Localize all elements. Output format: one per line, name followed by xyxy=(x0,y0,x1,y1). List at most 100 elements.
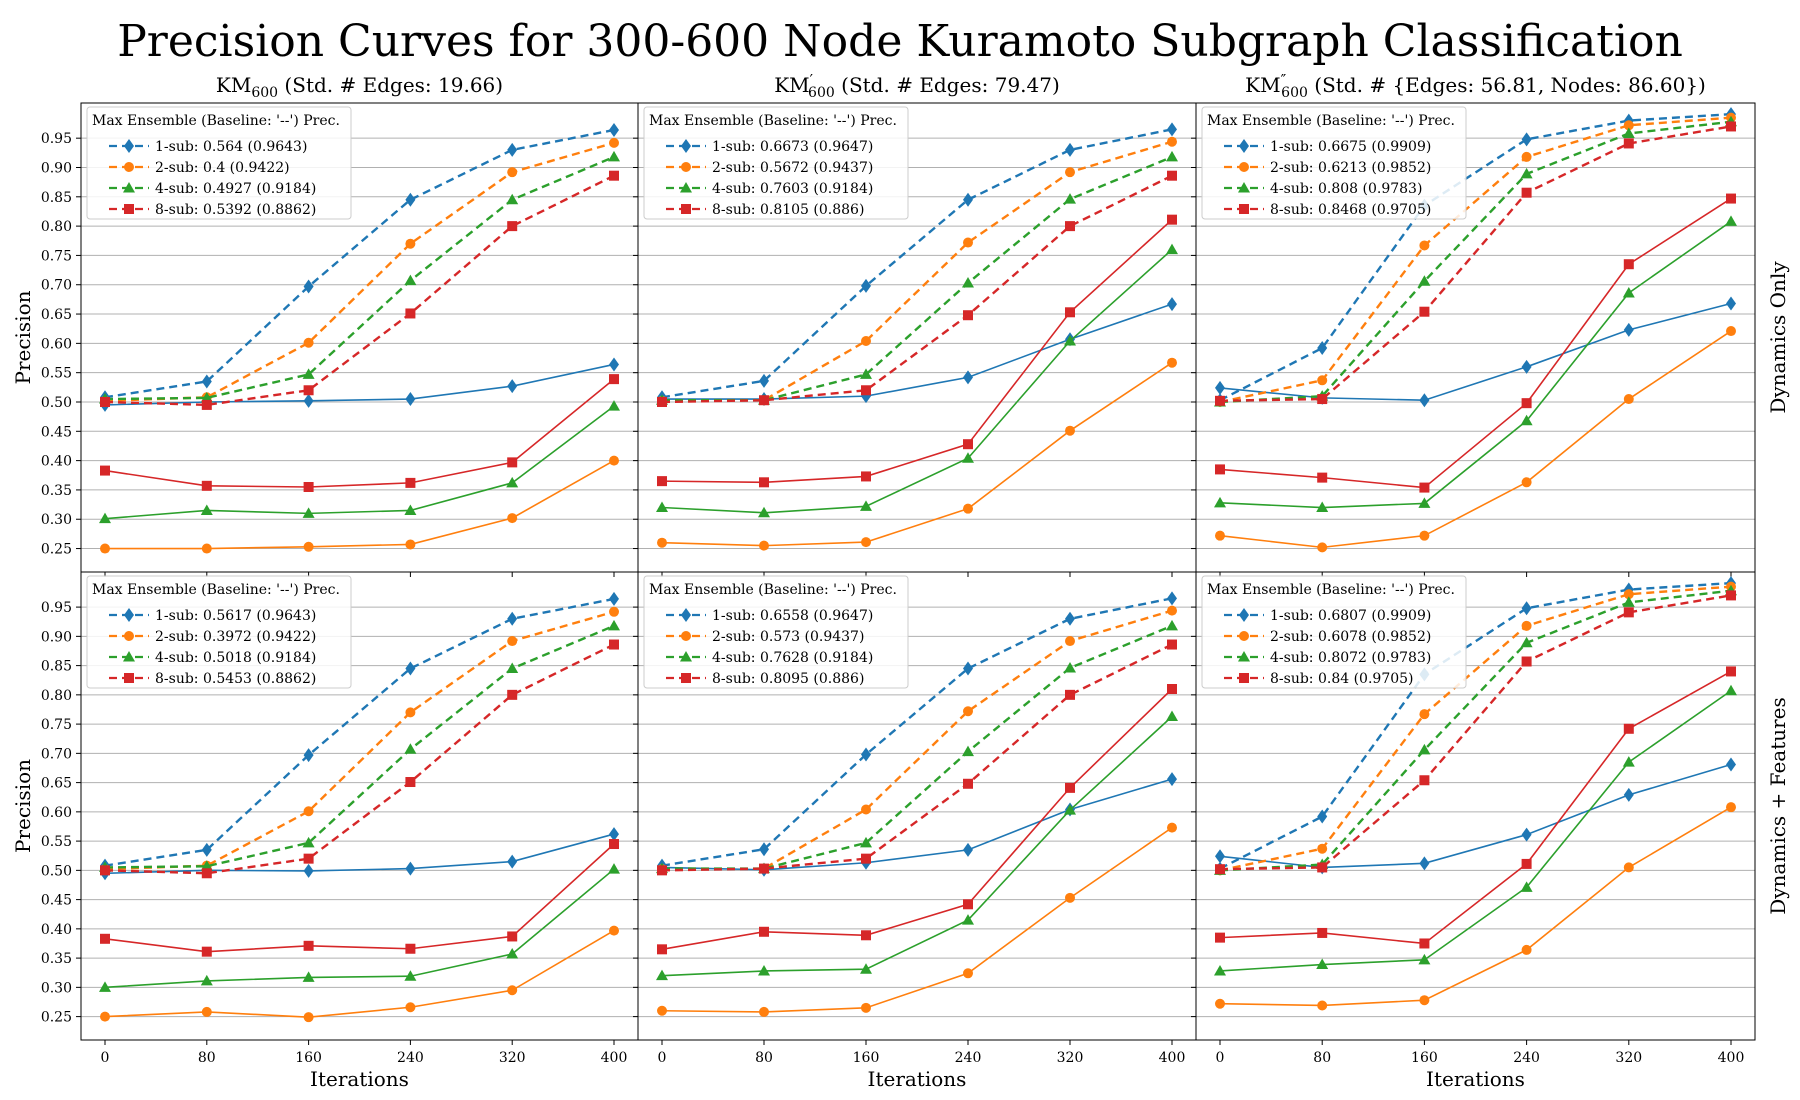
baseline-point-8-sub xyxy=(1065,689,1075,700)
baseline-line-4-sub xyxy=(104,624,615,869)
series-line-8-sub xyxy=(1219,197,1732,489)
panel-frame xyxy=(1195,571,1756,1041)
legend-marker-1-sub xyxy=(1239,608,1249,622)
y-tick-label: 0.55 xyxy=(41,834,72,850)
series-point-8-sub xyxy=(861,471,871,482)
x-tick-label: 400 xyxy=(601,1050,628,1066)
panel-r1-c1: 0 80 160 240 320 400 Max Ensemble (Baseline: '… xyxy=(633,571,1197,1066)
y-tick-label: 0.90 xyxy=(41,160,72,176)
x-tick-label: 160 xyxy=(853,1050,880,1066)
series-point-1-sub xyxy=(507,854,518,869)
x-tick-label: 80 xyxy=(1313,1050,1331,1066)
series-point-8-sub xyxy=(759,477,769,488)
series-line-2-sub xyxy=(105,459,615,550)
baseline-point-8-sub xyxy=(303,853,314,864)
y-tick-label: 0.60 xyxy=(41,805,72,821)
series-point-8-sub xyxy=(1419,482,1430,493)
series-point-2-sub xyxy=(201,543,212,554)
series-point-1-sub xyxy=(1215,849,1225,864)
series-point-2-sub xyxy=(1215,530,1225,541)
series-point-2-sub xyxy=(1065,892,1075,903)
series-point-1-sub xyxy=(303,863,314,878)
x-tick-label: 160 xyxy=(295,1050,322,1066)
y-tick-label: 0.25 xyxy=(41,542,72,558)
series-point-4-sub xyxy=(302,971,315,982)
series-point-2-sub xyxy=(201,1006,212,1017)
legend-title: Max Ensemble (Baseline: '--') Prec. xyxy=(649,113,897,129)
series-point-2-sub xyxy=(657,1005,667,1016)
legend-entry-8-sub: 8-sub: 0.8095 (0.886) xyxy=(712,671,864,687)
series-point-2-sub xyxy=(963,968,973,979)
baseline-point-8-sub xyxy=(657,396,667,407)
y-tick-label: 0.80 xyxy=(41,219,72,235)
title-subscript: 600 xyxy=(808,85,835,101)
series-point-8-sub xyxy=(303,481,314,492)
series-line-2-sub xyxy=(1219,806,1732,1007)
series-point-2-sub xyxy=(1623,394,1634,405)
series-point-1-sub xyxy=(609,827,619,842)
baseline-point-1-sub xyxy=(759,842,769,857)
series-point-1-sub xyxy=(963,370,973,385)
legend-box xyxy=(643,575,909,689)
series-line-8-sub xyxy=(104,843,615,953)
baseline-point-2-sub xyxy=(303,337,314,348)
row-label-1: Dynamics + Features xyxy=(1766,697,1790,915)
series-line-4-sub xyxy=(661,715,1173,977)
legend-entry-2-sub: 2-sub: 0.6078 (0.9852) xyxy=(1270,629,1431,645)
panel-title-col0: KM600 (Std. # Edges: 19.66) xyxy=(216,73,503,101)
series-point-8-sub xyxy=(861,930,871,941)
series-point-4-sub xyxy=(1316,501,1329,513)
legend-entry-2-sub: 2-sub: 0.4 (0.9422) xyxy=(155,160,290,176)
series-point-8-sub xyxy=(1521,398,1532,409)
y-axis-title-row0: Precision xyxy=(11,290,35,384)
baseline-line-8-sub xyxy=(1219,125,1732,403)
series-point-8-sub xyxy=(1623,723,1634,734)
baseline-point-1-sub xyxy=(201,374,212,389)
legend-entry-2-sub: 2-sub: 0.6213 (0.9852) xyxy=(1270,160,1431,176)
baseline-point-8-sub xyxy=(1317,862,1328,873)
title-rest: (Std. # Edges: 19.66) xyxy=(278,73,503,97)
series-point-1-sub xyxy=(609,357,619,372)
x-tick-label: 80 xyxy=(198,1050,216,1066)
legend-box xyxy=(643,106,909,220)
y-tick-label: 0.90 xyxy=(41,629,72,645)
series-point-4-sub xyxy=(608,863,620,874)
baseline-point-4-sub xyxy=(962,276,974,288)
legend-title: Max Ensemble (Baseline: '--') Prec. xyxy=(92,582,340,598)
y-tick-label: 0.70 xyxy=(41,746,72,762)
baseline-point-1-sub xyxy=(609,591,619,606)
series-point-8-sub xyxy=(1065,782,1075,793)
legend-entry-4-sub: 4-sub: 0.7603 (0.9184) xyxy=(712,181,873,197)
title-base: KM xyxy=(774,73,809,97)
baseline-point-2-sub xyxy=(507,636,518,647)
legend-entry-8-sub: 8-sub: 0.8105 (0.886) xyxy=(712,202,864,218)
series-point-2-sub xyxy=(507,513,518,524)
baseline-point-2-sub xyxy=(1521,620,1532,631)
series-point-4-sub xyxy=(608,400,620,411)
baseline-point-4-sub xyxy=(404,274,417,286)
legend-entry-2-sub: 2-sub: 0.3972 (0.9422) xyxy=(155,629,316,645)
legend-entry-1-sub: 1-sub: 0.6558 (0.9647) xyxy=(712,608,873,624)
series-point-4-sub xyxy=(656,969,668,981)
legend-marker-2-sub xyxy=(681,162,691,172)
baseline-point-1-sub xyxy=(201,842,212,857)
legend-title: Max Ensemble (Baseline: '--') Prec. xyxy=(649,582,897,598)
y-tick-label: 0.85 xyxy=(41,659,72,675)
legend-entry-4-sub: 4-sub: 0.808 (0.9783) xyxy=(1270,181,1422,197)
panel-r0-c0: 0.25 0.30 0.35 0.40 0.45 0.50 0.55 0.60 0.65 0.70… xyxy=(41,102,639,577)
baseline-line-1-sub xyxy=(661,128,1173,399)
series-line-8-sub xyxy=(104,378,615,488)
baseline-line-1-sub xyxy=(104,128,615,399)
panel-title-col1: KM′ 600 (Std. # Edges: 79.47) xyxy=(774,71,1060,101)
baseline-point-8-sub xyxy=(963,310,973,321)
baseline-point-1-sub xyxy=(609,122,619,137)
legend-marker-4-sub xyxy=(680,651,692,662)
baseline-point-2-sub xyxy=(405,238,416,249)
legend-title: Max Ensemble (Baseline: '--') Prec. xyxy=(1207,113,1455,129)
series-point-2-sub xyxy=(507,985,518,996)
series-point-1-sub xyxy=(1419,393,1430,408)
baseline-point-8-sub xyxy=(1215,864,1225,875)
series-point-4-sub xyxy=(1064,335,1076,346)
baseline-point-1-sub xyxy=(759,373,769,388)
